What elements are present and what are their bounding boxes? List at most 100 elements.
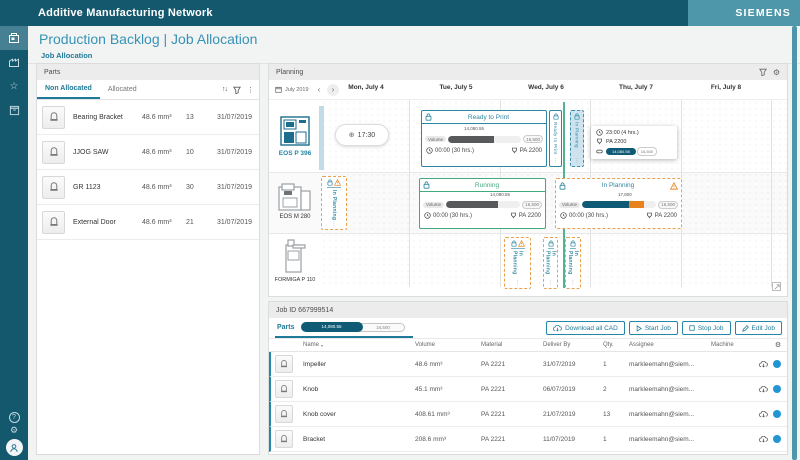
part-row[interactable]: External Door 48.6 mm³ 21 31/07/2019 <box>37 205 259 240</box>
sidebar-item-machines[interactable] <box>0 26 28 50</box>
tab-non-allocated[interactable]: Non Allocated <box>37 80 100 99</box>
volume-label: Volume <box>425 136 447 142</box>
part-row[interactable]: JJOG SAW 48.6 mm³ 10 31/07/2019 <box>37 135 259 170</box>
download-cloud-icon <box>553 324 562 331</box>
help-icon[interactable]: ? <box>8 412 20 423</box>
person-icon <box>10 443 18 452</box>
card-material: PA 2200 <box>654 212 677 219</box>
selection-highlight <box>319 106 324 170</box>
sidebar-item-inventory[interactable] <box>0 98 28 122</box>
chevron-right-icon[interactable]: › <box>327 84 339 96</box>
printer-icon <box>280 116 310 146</box>
col-qty[interactable]: Qty. <box>603 342 614 348</box>
warning-icon <box>334 179 341 186</box>
part-row[interactable]: GR 1123 48.6 mm³ 30 31/07/2019 <box>37 170 259 205</box>
col-volume[interactable]: Volume <box>415 342 436 348</box>
download-cad-icon[interactable] <box>759 385 768 393</box>
job-panel: Job ID 667999514 Parts 14,080.55 16,500 … <box>268 301 788 455</box>
clock-icon <box>424 212 431 219</box>
tab-parts[interactable]: Parts <box>277 323 295 331</box>
start-job-button[interactable]: Start Job <box>628 321 678 335</box>
drag-dots-icon: ⋮ <box>553 158 558 164</box>
part-icon <box>275 380 293 398</box>
job-part-row[interactable]: Knob cover 408.61 mm³ PA 2221 21/07/2019… <box>269 402 787 427</box>
card-material: PA 2200 <box>518 212 541 219</box>
download-cad-icon[interactable] <box>759 435 768 443</box>
chevron-left-icon[interactable]: ‹ <box>317 85 321 94</box>
parts-tabs: Non Allocated Allocated ↑↓ ⋮ <box>37 80 259 100</box>
job-part-row[interactable]: Knob 45.1 mm³ PA 2221 06/07/2019 2 markl… <box>269 377 787 402</box>
job-card-running[interactable]: Running 14,080.55 Volume 16,500 00:00 (3… <box>419 178 546 229</box>
part-icon <box>275 430 293 448</box>
col-name[interactable]: Name <box>303 342 320 348</box>
sort-icon[interactable]: ↑↓ <box>222 86 228 93</box>
month-selector[interactable]: July 2019 <box>275 86 309 93</box>
col-material[interactable]: Material <box>481 342 503 348</box>
collapsed-card-label: In Planning <box>331 190 337 221</box>
collapsed-card-in-planning[interactable]: In Planning ⋮ <box>565 237 581 289</box>
sidebar-item-favorites[interactable]: ☆ <box>0 74 28 98</box>
collapsed-card-label: Ready to Print <box>553 122 558 155</box>
collapsed-card-in-planning-warn[interactable]: In Planning ⋮ <box>504 237 531 289</box>
cell-volume: 208.6 mm³ <box>415 435 447 443</box>
card-status: Running <box>474 181 500 189</box>
job-card-in-planning[interactable]: In Planning 17,800 Volume 16,500 00:00 (… <box>555 178 682 229</box>
collapsed-card-ready[interactable]: Ready to Print ⋮ <box>549 110 562 167</box>
kebab-menu-icon[interactable]: ⋮ <box>247 85 254 94</box>
part-date: 31/07/2019 <box>216 113 252 121</box>
sidebar-item-factory[interactable] <box>0 50 28 74</box>
clock-icon <box>596 129 603 136</box>
part-name: GR 1123 <box>73 183 101 191</box>
lock-icon <box>570 240 576 247</box>
cell-material: PA 2221 <box>481 385 506 393</box>
col-deliver-by[interactable]: Deliver By <box>543 342 571 348</box>
status-dot-icon[interactable] <box>773 435 781 443</box>
collapsed-card-in-planning[interactable]: In Planning ⋮ <box>570 110 584 167</box>
time-marker-value: 17:30 <box>357 131 376 139</box>
col-machine[interactable]: Machine <box>711 342 734 348</box>
col-assignee[interactable]: Assignee <box>629 342 654 348</box>
status-dot-icon[interactable] <box>773 410 781 418</box>
planning-gear-icon[interactable]: ⚙ <box>772 67 780 77</box>
expand-icon[interactable] <box>772 282 781 291</box>
download-cad-icon[interactable] <box>759 410 768 418</box>
download-all-cad-button[interactable]: Download all CAD <box>546 321 625 335</box>
download-cad-icon[interactable] <box>759 360 768 368</box>
status-dot-icon[interactable] <box>773 360 781 368</box>
edit-job-button[interactable]: Edit Job <box>734 321 782 335</box>
main-content: Production Backlog | Job Allocation Job … <box>28 26 800 460</box>
card-status: Ready to Print <box>467 113 510 121</box>
user-avatar[interactable] <box>5 439 23 456</box>
status-dot-icon[interactable] <box>773 385 781 393</box>
drag-dots-icon: ⋮ <box>574 158 580 164</box>
page-title: Production Backlog | Job Allocation <box>39 31 258 47</box>
vertical-scrollbar[interactable] <box>792 26 797 460</box>
brand-block: SIEMENS <box>688 0 800 26</box>
machines-icon <box>8 32 20 44</box>
cell-volume: 45.1 mm³ <box>415 385 443 393</box>
day-header: Fri, July 8 <box>710 84 742 91</box>
table-settings-gear-icon[interactable]: ⚙ <box>774 341 782 349</box>
volume-label: Volume <box>559 201 581 208</box>
lock-icon <box>559 181 566 190</box>
sort-caret-icon: ▾ <box>321 342 324 348</box>
part-icon <box>42 105 65 129</box>
collapsed-card-in-planning[interactable]: In Planning ⋮ <box>543 237 558 289</box>
tab-allocated[interactable]: Allocated <box>107 86 137 93</box>
job-card-ready-to-print[interactable]: Ready to Print 14,080.55 Volume 16,500 0… <box>421 110 547 167</box>
parts-panel: Parts Non Allocated Allocated ↑↓ ⋮ Beari… <box>36 63 260 455</box>
part-icon <box>42 140 65 164</box>
settings-gear-icon[interactable]: ⚙ <box>9 426 19 436</box>
planning-filter-icon[interactable] <box>758 68 767 76</box>
stop-job-button[interactable]: Stop Job <box>681 321 731 335</box>
collapsed-card-in-planning-warn[interactable]: In Planning ⋮ <box>321 176 347 230</box>
calendar-icon <box>275 86 282 93</box>
cell-name: Knob <box>303 385 319 393</box>
lock-icon <box>553 113 558 120</box>
part-row[interactable]: Bearing Bracket 48.6 mm³ 13 31/07/2019 <box>37 100 259 135</box>
cell-volume: 48.6 mm³ <box>415 360 443 368</box>
filter-icon[interactable] <box>233 86 241 94</box>
job-part-row[interactable]: Impeller 48.6 mm³ PA 2221 31/07/2019 1 m… <box>269 352 787 377</box>
cell-deliver-by: 31/07/2019 <box>543 360 576 368</box>
job-part-row[interactable]: Bracket 208.6 mm³ PA 2221 11/07/2019 1 m… <box>269 427 787 452</box>
